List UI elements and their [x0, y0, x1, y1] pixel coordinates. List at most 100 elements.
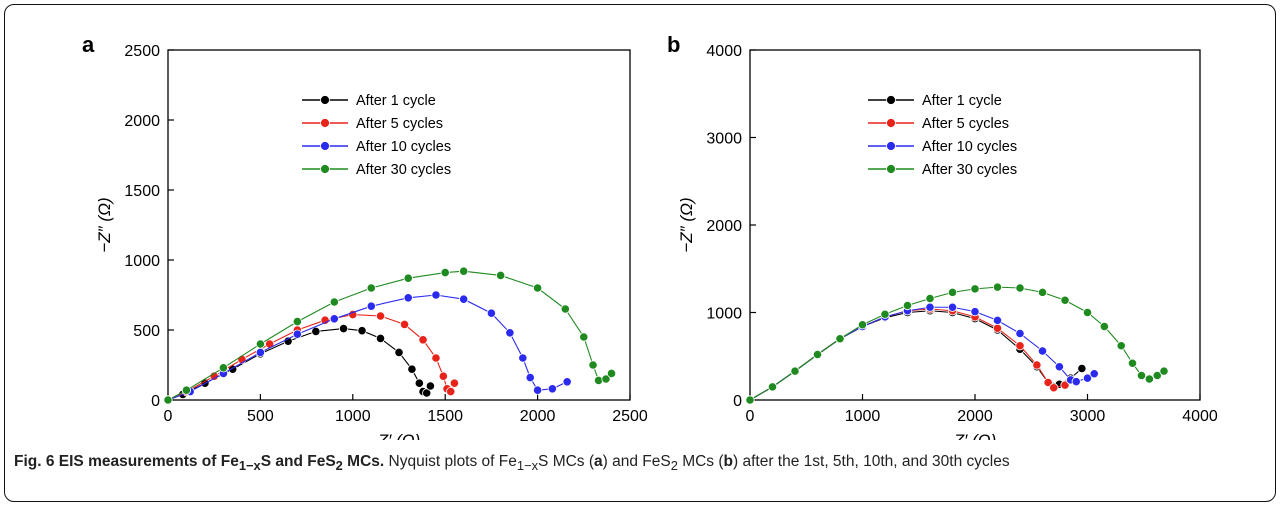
data-point [255, 339, 265, 349]
legend-marker [320, 164, 330, 174]
data-point [790, 366, 800, 376]
panel-a-chart: a 0 500 1000 1500 2000 2500 0 500 1000 1500 2000 250… [82, 32, 648, 440]
panel-b-chart: b 0 1000 2000 3000 4000 0 1000 2000 3000 4000 Z′ (Ω… [667, 32, 1218, 440]
data-point [292, 329, 302, 339]
data-point [438, 371, 448, 381]
series-after-10 [163, 290, 572, 405]
legend-label: After 5 cycles [356, 116, 443, 132]
x-tick-label: 2000 [957, 408, 993, 425]
data-point [745, 395, 755, 405]
data-point [1015, 341, 1025, 351]
data-point [366, 283, 376, 293]
data-point [562, 377, 572, 387]
x-tick-label: 2000 [520, 408, 556, 425]
data-point [403, 293, 413, 303]
data-point [1032, 360, 1042, 370]
data-point [970, 307, 980, 317]
x-tick-label: 4000 [1182, 408, 1218, 425]
data-point [366, 301, 376, 311]
data-point [601, 374, 611, 384]
data-point [1116, 341, 1126, 351]
data-point [579, 332, 589, 342]
data-point [407, 364, 417, 374]
data-point [857, 320, 868, 330]
data-point [255, 347, 265, 357]
data-point [1037, 346, 1048, 356]
y-tick-label: 0 [151, 393, 160, 410]
x-tick-label: 1000 [335, 408, 371, 425]
data-point [1071, 377, 1081, 387]
data-point [1015, 283, 1025, 293]
series-after-1 [745, 306, 1087, 405]
plot-frame [167, 49, 631, 401]
data-point [1043, 377, 1053, 388]
data-point [1099, 321, 1109, 332]
data-point [329, 314, 339, 324]
data-point [970, 284, 980, 294]
data-point [547, 384, 557, 394]
data-point [311, 326, 321, 336]
data-point [399, 319, 410, 329]
y-tick-label: 2500 [124, 43, 160, 60]
data-point [459, 294, 469, 304]
legend-label: After 10 cycles [356, 139, 451, 155]
legend-label: After 5 cycles [922, 116, 1009, 132]
y-tick-label: 2000 [706, 218, 742, 235]
legend-marker [886, 95, 896, 105]
series-line [749, 310, 1083, 401]
data-point [181, 385, 192, 395]
y-tick-label: 1500 [124, 183, 160, 200]
data-point [1082, 373, 1093, 383]
data-point [375, 333, 386, 343]
legend-marker [320, 141, 330, 151]
data-point [532, 385, 543, 395]
data-point [459, 266, 469, 276]
series-line [167, 294, 568, 401]
data-point [1015, 328, 1025, 339]
data-point [902, 300, 913, 311]
data-point [418, 335, 428, 345]
x-axis-label: Z′ (Ω) [377, 431, 421, 440]
data-point [1049, 383, 1059, 393]
data-point [947, 302, 958, 312]
figure-frame [4, 4, 1276, 502]
data-point [1060, 380, 1070, 390]
data-point [1054, 362, 1064, 372]
data-point [880, 309, 890, 319]
series-line [749, 286, 1165, 401]
data-point [375, 311, 386, 321]
panel-label: b [667, 32, 680, 57]
x-tick-label: 500 [247, 408, 274, 425]
data-point [292, 316, 302, 327]
data-point [518, 353, 528, 363]
y-tick-label: 2000 [124, 113, 160, 130]
data-point [560, 304, 570, 314]
data-point [925, 302, 935, 312]
data-point [431, 290, 441, 300]
panel-label: a [82, 32, 95, 57]
data-point [505, 328, 515, 338]
series-after-10 [745, 302, 1099, 405]
figure-caption: Fig. 6 EIS measurements of Fe1−xS and Fe… [14, 452, 1276, 476]
legend-label: After 1 cycle [356, 93, 436, 109]
data-point [1152, 370, 1162, 381]
x-tick-label: 0 [746, 408, 755, 425]
y-tick-label: 0 [733, 393, 742, 410]
data-point [525, 372, 535, 383]
data-point [431, 353, 441, 363]
series-line [749, 308, 1072, 401]
data-point [532, 283, 543, 293]
legend-marker [320, 95, 330, 105]
data-point [425, 381, 436, 391]
data-point [1077, 363, 1087, 374]
legend-marker [886, 164, 896, 174]
data-point [1082, 307, 1093, 318]
y-tick-label: 1000 [706, 306, 742, 323]
data-point [446, 386, 456, 397]
data-point [767, 382, 778, 392]
legend-marker [886, 118, 896, 128]
data-point [163, 395, 173, 405]
data-point [835, 334, 845, 344]
data-point [403, 273, 413, 283]
series-after-5 [163, 309, 460, 405]
